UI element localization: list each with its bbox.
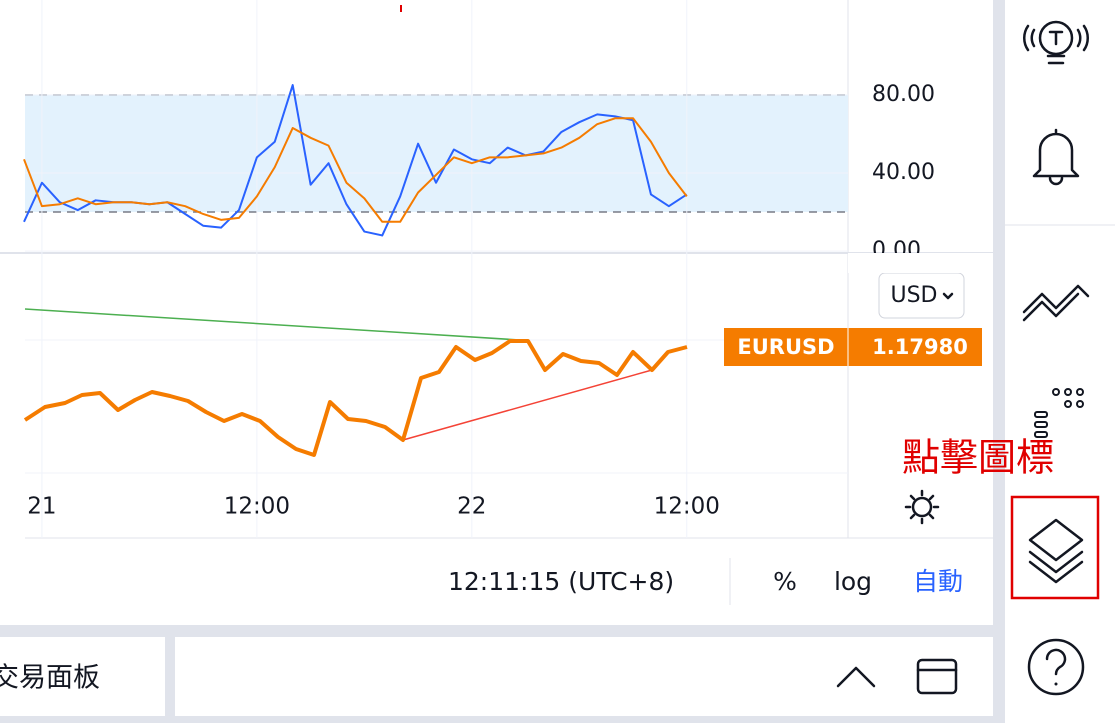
x-tick-label: 21 (27, 494, 56, 520)
x-tick-label: 12:00 (224, 494, 290, 520)
auto-toggle[interactable]: 自動 (913, 567, 963, 596)
percent-toggle[interactable]: % (773, 567, 797, 596)
currency: USD (890, 283, 937, 308)
y-tick-label: 40.00 (872, 160, 935, 185)
chart-icon[interactable] (1022, 284, 1090, 322)
y-tick-label: 80.00 (872, 82, 935, 107)
alert-icon[interactable] (1032, 128, 1080, 186)
bottom-gap (0, 625, 993, 637)
chevron (942, 292, 954, 300)
data-window-icon[interactable] (1034, 388, 1084, 438)
annotation: 點擊圖標 (902, 436, 1054, 480)
panel-title[interactable]: 交易面板 (0, 663, 100, 694)
clock: 12:11:15 (UTC+8) (448, 567, 674, 596)
help-icon[interactable] (1027, 638, 1085, 696)
x-tick-label: 22 (457, 494, 486, 520)
layers-icon[interactable] (1028, 518, 1084, 584)
log-toggle[interactable]: log (834, 567, 872, 596)
symbol: EURUSD (737, 335, 834, 359)
maximize-icon[interactable] (916, 658, 958, 695)
panel-gap (165, 637, 175, 723)
price-pane: USD EURUSD 1.17980 (23, 272, 982, 525)
clip-cover (848, 253, 993, 273)
ideas-icon[interactable] (1023, 20, 1089, 65)
sidebar: 點擊圖標 (902, 20, 1100, 696)
bottom-edge (0, 716, 993, 723)
settings-icon[interactable] (904, 489, 940, 525)
last-price: 1.17980 (872, 335, 968, 359)
sidebar-gap (993, 0, 1005, 723)
price-line (23, 339, 688, 457)
trend-line (402, 369, 653, 441)
band (25, 94, 848, 213)
trend-line (24, 308, 521, 341)
price-label-bg (724, 328, 982, 366)
x-tick-label: 12:00 (654, 494, 720, 520)
expand-icon[interactable] (836, 666, 876, 688)
highlight-box (1010, 495, 1100, 600)
indicator-line (23, 117, 688, 223)
